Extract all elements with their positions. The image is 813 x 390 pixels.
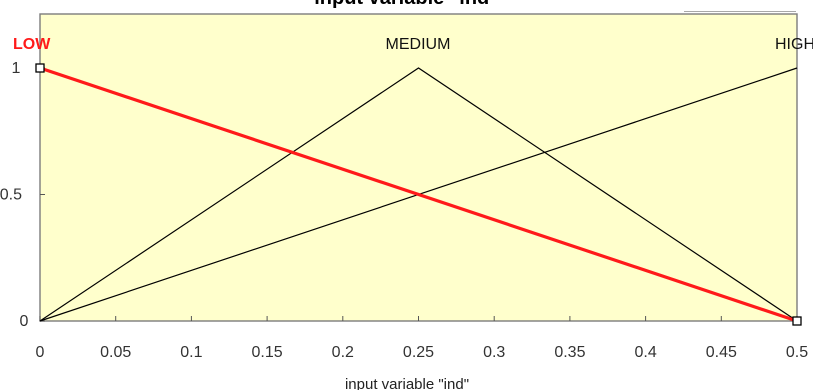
series-layer[interactable] (35, 63, 802, 326)
x-axis-label: input variable "ind" (345, 376, 469, 390)
y-tick-label: 0.5 (0, 187, 22, 204)
x-tick-label: 0.45 (706, 344, 737, 361)
x-tick-label: 0.1 (180, 344, 202, 361)
y-tick-label: 0 (20, 313, 29, 330)
x-tick-label: 0.25 (403, 344, 434, 361)
x-tick-label: 0.15 (252, 344, 283, 361)
plot-area[interactable] (39, 13, 798, 322)
x-tick-label: 0.35 (554, 344, 585, 361)
x-tick-label: 0.4 (634, 344, 656, 361)
low-end-handle[interactable] (792, 316, 802, 326)
x-tick-label: 0.5 (786, 344, 808, 361)
label-layer: LOW MEDIUM HIGH (13, 36, 813, 53)
x-tick-label: 0.05 (100, 344, 131, 361)
low-membership-label: LOW (13, 36, 51, 53)
medium-membership-label: MEDIUM (386, 36, 451, 53)
window-title-fragment: input variable "ind" (0, 0, 813, 8)
x-tick-label: 0.3 (483, 344, 505, 361)
x-tick-label: 0.2 (332, 344, 354, 361)
medium-membership-line[interactable] (39, 67, 798, 322)
window-title-strip: input variable "ind" (0, 0, 813, 14)
high-membership-label: HIGH (775, 36, 813, 53)
top-right-divider (684, 11, 796, 12)
x-tick-label: 0 (36, 344, 45, 361)
y-tick-label: 1 (12, 60, 21, 77)
low-membership-line[interactable] (39, 66, 798, 323)
tick-layer: 0 0.05 0.1 0.15 0.2 0.25 0.3 0.35 0.4 0.45 0.5 0 0.5… (0, 60, 808, 361)
low-start-handle[interactable] (35, 63, 45, 73)
